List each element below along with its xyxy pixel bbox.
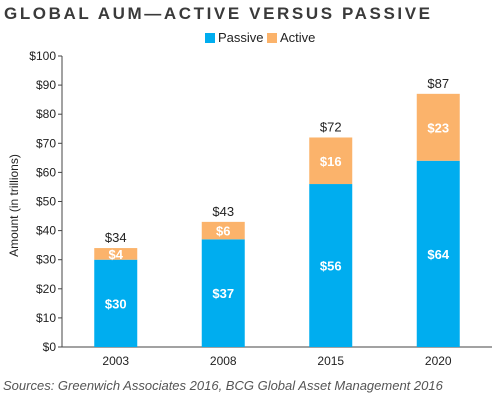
bar-value-label-active: $16: [320, 154, 342, 169]
bar-value-label-passive: $30: [105, 296, 127, 311]
y-tick-label: $10: [36, 311, 56, 325]
x-tick-label: 2003: [102, 354, 129, 368]
x-tick-label: 2020: [425, 354, 452, 368]
legend-label-passive: Passive: [218, 30, 264, 45]
bar-active-2003: [94, 248, 138, 260]
bar-active-2015: [309, 137, 353, 185]
bar-total-label: $43: [212, 204, 234, 219]
y-tick-label: $100: [29, 49, 56, 63]
bar-passive-2003: [94, 259, 138, 347]
bar-total-label: $72: [320, 119, 342, 134]
bar-value-label-passive: $64: [427, 247, 449, 262]
y-tick-label: $40: [36, 224, 56, 238]
y-tick-label: $0: [43, 340, 57, 354]
y-tick-label: $90: [36, 78, 56, 92]
bar-value-label-active: $23: [427, 120, 449, 135]
bar-value-label-passive: $56: [320, 259, 342, 274]
bar-value-label-active: $6: [216, 224, 230, 239]
bar-passive-2020: [416, 160, 460, 347]
y-tick-label: $20: [36, 282, 56, 296]
bar-active-2008: [201, 221, 245, 240]
bar-total-label: $87: [427, 76, 449, 91]
bar-total-label: $34: [105, 230, 127, 245]
bar-value-label-active: $4: [109, 247, 124, 262]
y-tick-label: $30: [36, 253, 56, 267]
y-tick-label: $60: [36, 165, 56, 179]
chart-title: GLOBAL AUM—ACTIVE VERSUS PASSIVE: [4, 4, 433, 23]
y-tick-label: $50: [36, 195, 56, 209]
y-axis-title: Amount (in trillions): [7, 154, 21, 257]
x-tick-label: 2015: [317, 354, 344, 368]
bar-passive-2015: [309, 184, 353, 347]
legend-swatch-active: [267, 33, 277, 43]
bar-passive-2008: [201, 239, 245, 347]
y-tick-label: $80: [36, 107, 56, 121]
legend-label-active: Active: [280, 30, 315, 45]
x-tick-label: 2008: [210, 354, 237, 368]
y-tick-label: $70: [36, 136, 56, 150]
bar-active-2020: [416, 93, 460, 161]
bar-value-label-passive: $37: [212, 286, 234, 301]
source-note: Sources: Greenwich Associates 2016, BCG …: [3, 378, 443, 393]
legend-swatch-passive: [205, 33, 215, 43]
